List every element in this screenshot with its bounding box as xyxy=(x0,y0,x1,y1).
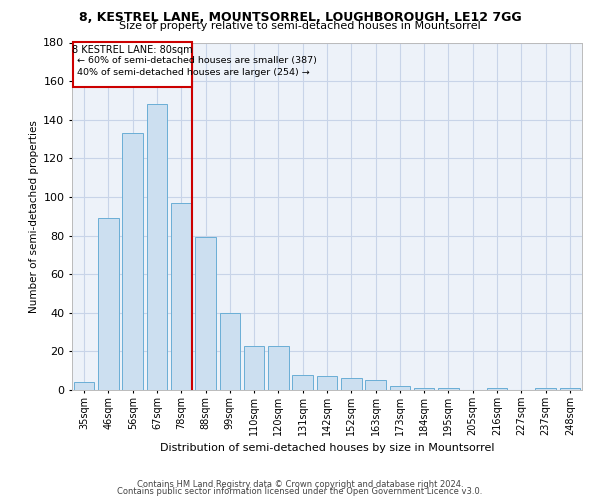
Bar xyxy=(535,388,556,390)
Bar xyxy=(73,42,191,87)
Bar xyxy=(438,388,459,390)
Bar xyxy=(146,104,167,390)
Bar xyxy=(317,376,337,390)
Bar xyxy=(122,133,143,390)
X-axis label: Distribution of semi-detached houses by size in Mountsorrel: Distribution of semi-detached houses by … xyxy=(160,444,494,454)
Bar xyxy=(220,313,240,390)
Text: Contains HM Land Registry data © Crown copyright and database right 2024.: Contains HM Land Registry data © Crown c… xyxy=(137,480,463,489)
Text: 8 KESTREL LANE: 80sqm: 8 KESTREL LANE: 80sqm xyxy=(72,46,193,56)
Bar xyxy=(268,346,289,390)
Bar xyxy=(292,374,313,390)
Bar xyxy=(365,380,386,390)
Bar xyxy=(98,218,119,390)
Text: 8, KESTREL LANE, MOUNTSORREL, LOUGHBOROUGH, LE12 7GG: 8, KESTREL LANE, MOUNTSORREL, LOUGHBOROU… xyxy=(79,11,521,24)
Bar xyxy=(414,388,434,390)
Bar xyxy=(195,238,216,390)
Text: Contains public sector information licensed under the Open Government Licence v3: Contains public sector information licen… xyxy=(118,487,482,496)
Bar xyxy=(560,388,580,390)
Text: 40% of semi-detached houses are larger (254) →: 40% of semi-detached houses are larger (… xyxy=(77,68,310,76)
Bar xyxy=(171,202,191,390)
Text: ← 60% of semi-detached houses are smaller (387): ← 60% of semi-detached houses are smalle… xyxy=(77,56,317,65)
Bar xyxy=(341,378,362,390)
Bar xyxy=(487,388,508,390)
Y-axis label: Number of semi-detached properties: Number of semi-detached properties xyxy=(29,120,39,312)
Text: Size of property relative to semi-detached houses in Mountsorrel: Size of property relative to semi-detach… xyxy=(119,21,481,31)
Bar xyxy=(244,346,265,390)
Bar xyxy=(74,382,94,390)
Bar xyxy=(389,386,410,390)
